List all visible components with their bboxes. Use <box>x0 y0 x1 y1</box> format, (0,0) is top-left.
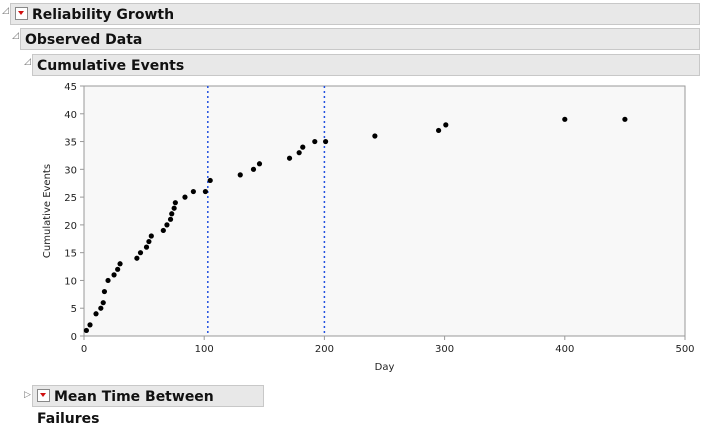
title: Mean Time Between Failures <box>37 389 214 427</box>
y-tick-label: 25 <box>64 193 77 204</box>
cumulative-events-header[interactable]: Cumulative Events <box>32 54 700 76</box>
data-point <box>182 194 188 200</box>
y-tick-label: 35 <box>64 138 77 149</box>
y-tick-label: 15 <box>64 249 77 260</box>
mtbf-header[interactable]: Mean Time Between Failures <box>32 385 264 427</box>
x-tick-label: 200 <box>315 344 334 355</box>
data-point <box>87 322 93 328</box>
y-tick-label: 40 <box>64 110 77 121</box>
data-point <box>562 116 568 122</box>
observed-data-header[interactable]: Observed Data <box>20 28 700 50</box>
data-point <box>202 188 209 195</box>
data-point <box>105 277 111 284</box>
data-point <box>101 288 108 295</box>
y-axis-label: Cumulative Events <box>42 164 53 258</box>
data-point <box>143 244 150 250</box>
data-point <box>137 250 144 256</box>
data-point <box>300 144 306 150</box>
collapse-triangle-icon[interactable]: ◿ <box>12 31 19 41</box>
data-point <box>237 172 243 178</box>
data-point <box>172 200 178 206</box>
data-point <box>372 133 378 139</box>
data-point <box>160 227 166 234</box>
collapse-triangle-icon[interactable]: ◿ <box>2 6 9 16</box>
data-point <box>111 272 117 278</box>
data-point <box>435 127 442 134</box>
data-point <box>117 261 123 267</box>
data-point <box>146 238 152 245</box>
y-tick-label: 5 <box>71 304 77 315</box>
data-point <box>171 205 177 211</box>
title: Reliability Growth <box>32 7 175 23</box>
data-point <box>286 155 293 161</box>
red-triangle-menu-icon[interactable] <box>37 389 50 402</box>
collapse-triangle-icon[interactable]: ◿ <box>24 57 31 67</box>
data-point <box>207 177 213 184</box>
y-tick-label: 20 <box>64 221 77 232</box>
x-tick-label: 300 <box>435 344 454 355</box>
cumulative-events-chart: 0 100 200 300 400 500 0 5 10 15 20 25 30 35 40 45 Day Cum… <box>42 82 695 373</box>
data-point <box>296 150 302 156</box>
data-point <box>312 138 318 145</box>
y-tick-label: 30 <box>64 165 77 176</box>
data-point <box>115 266 121 272</box>
expand-triangle-icon[interactable]: ▷ <box>24 390 31 400</box>
data-point <box>134 255 140 261</box>
data-point <box>443 122 449 128</box>
title: Cumulative Events <box>37 58 185 74</box>
title: Observed Data <box>25 32 143 48</box>
data-point <box>190 188 196 195</box>
data-point <box>98 305 104 311</box>
data-point <box>93 311 99 317</box>
y-tick-label: 10 <box>64 276 77 287</box>
data-point <box>100 300 106 306</box>
x-axis-label: Day <box>375 362 395 373</box>
reliability-growth-header[interactable]: Reliability Growth <box>10 3 700 25</box>
data-point <box>323 138 329 145</box>
data-point <box>256 161 263 167</box>
data-point <box>148 233 154 239</box>
y-tick-label: 0 <box>71 332 77 343</box>
y-tick-label: 45 <box>64 82 77 93</box>
data-point <box>250 166 257 172</box>
x-tick-label: 400 <box>555 344 574 355</box>
x-tick-label: 100 <box>195 344 214 355</box>
data-point <box>622 116 628 122</box>
data-point <box>83 327 90 334</box>
x-tick-label: 500 <box>675 344 694 355</box>
plot-area <box>83 85 686 337</box>
red-triangle-menu-icon[interactable] <box>15 7 28 20</box>
data-point <box>167 216 174 222</box>
x-tick-label: 0 <box>81 344 87 355</box>
data-point <box>164 222 170 228</box>
data-point <box>169 211 175 217</box>
